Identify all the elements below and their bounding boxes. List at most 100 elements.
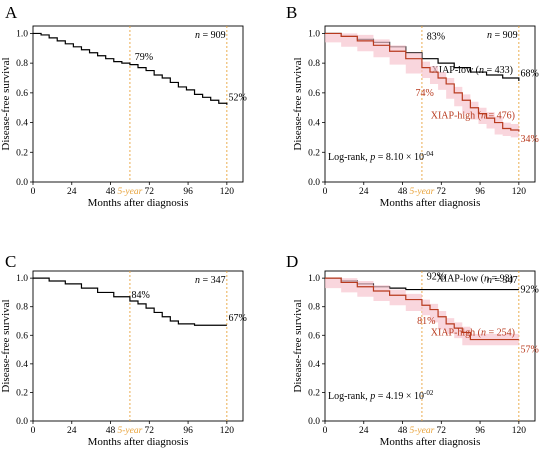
- panel-b: B 0.0 0.2 0.4 0.6 0.8 1.0 0 24 48 72 96 120 Months af…: [286, 3, 539, 209]
- y-tick-label: 0.6: [308, 331, 320, 341]
- panel-letter: B: [286, 3, 297, 22]
- reference-line-label: 5-year: [118, 426, 143, 436]
- plot-frame: [32, 25, 244, 183]
- logrank-label: Log-rank, p = 4.19 × 10-02: [328, 389, 434, 402]
- panel-a: A 0.0 0.2 0.4 0.6 0.8 1.0 0 24 48 72 96 120 Months af…: [0, 3, 247, 209]
- x-tick-label: 96: [183, 187, 193, 197]
- x-tick-label: 72: [145, 187, 155, 197]
- x-tick-label: 0: [323, 426, 328, 436]
- y-tick-label: 0.2: [308, 388, 320, 398]
- y-tick-label: 0.8: [308, 59, 320, 69]
- series-line-high: [325, 32, 520, 132]
- x-tick-label: 96: [183, 426, 193, 436]
- panel-letter: A: [5, 3, 18, 22]
- percent-label: 74%: [415, 88, 433, 99]
- series-label: XIAP-low (n = 433): [432, 65, 513, 76]
- y-tick-label: 1.0: [16, 274, 28, 284]
- plot-frame: [324, 25, 536, 183]
- panel-c: C 0.0 0.2 0.4 0.6 0.8 1.0 0 24 48 72 96 120 Months af…: [0, 252, 247, 448]
- series-line-high: [325, 277, 519, 341]
- y-axis-title: Disease-free survival: [0, 299, 12, 392]
- x-tick-label: 24: [359, 426, 369, 436]
- logrank-label: Log-rank, p = 8.10 × 10-04: [328, 150, 434, 163]
- y-tick-label: 0.4: [308, 360, 320, 370]
- reference-line-label: 5-year: [118, 187, 143, 197]
- y-tick-label: 1.0: [308, 274, 320, 284]
- y-tick-label: 0.0: [16, 417, 28, 427]
- percent-label: 68%: [520, 69, 538, 80]
- x-tick-label: 48: [106, 426, 116, 436]
- y-tick-label: 1.0: [16, 29, 28, 39]
- x-tick-label: 24: [67, 426, 77, 436]
- y-axis-title: Disease-free survival: [292, 57, 304, 150]
- percent-label: 84%: [132, 290, 150, 301]
- reference-line-label: 5-year: [410, 426, 435, 436]
- y-tick-label: 0.8: [16, 59, 28, 69]
- x-tick-label: 0: [323, 187, 328, 197]
- x-axis-title: Months after diagnosis: [380, 436, 481, 448]
- y-axis-title: Disease-free survival: [0, 57, 12, 150]
- percent-label: 79%: [135, 52, 153, 63]
- y-tick-label: 0.8: [16, 303, 28, 313]
- y-tick-label: 0.6: [308, 89, 320, 99]
- x-tick-label: 120: [512, 426, 527, 436]
- y-tick-label: 0.4: [308, 119, 320, 129]
- y-tick-label: 0.6: [16, 331, 28, 341]
- x-tick-label: 120: [220, 426, 235, 436]
- n-label: n = 909: [195, 30, 226, 41]
- y-tick-label: 1.0: [308, 29, 320, 39]
- y-tick-label: 0.2: [16, 148, 28, 158]
- n-label: n = 347: [195, 275, 226, 286]
- series-label: XIAP-low (n = 93): [437, 274, 513, 285]
- panel-letter: C: [5, 252, 16, 271]
- ci-band: [325, 278, 519, 346]
- x-tick-label: 48: [398, 426, 408, 436]
- x-tick-label: 0: [31, 426, 36, 436]
- x-tick-label: 24: [67, 187, 77, 197]
- x-axis-title: Months after diagnosis: [380, 197, 481, 209]
- series-label: XIAP-high (n = 476): [431, 111, 515, 122]
- y-tick-label: 0.0: [16, 178, 28, 188]
- percent-label: 57%: [520, 344, 538, 355]
- x-tick-label: 96: [475, 426, 485, 436]
- percent-label: 52%: [228, 92, 246, 103]
- percent-label: 92%: [520, 284, 538, 295]
- x-tick-label: 96: [475, 187, 485, 197]
- y-tick-label: 0.2: [308, 148, 320, 158]
- x-tick-label: 72: [437, 426, 447, 436]
- x-tick-label: 24: [359, 187, 369, 197]
- series-line-low: [33, 277, 227, 326]
- percent-label: 92%: [427, 272, 445, 283]
- plot-frame: [324, 270, 536, 422]
- y-tick-label: 0.0: [308, 417, 320, 427]
- y-tick-label: 0.4: [16, 360, 28, 370]
- y-tick-label: 0.0: [308, 178, 320, 188]
- series-label: XIAP-high (n = 254): [431, 328, 515, 339]
- x-tick-label: 120: [220, 187, 235, 197]
- percent-label: 83%: [427, 31, 445, 42]
- y-tick-label: 0.6: [16, 89, 28, 99]
- x-tick-label: 72: [145, 426, 155, 436]
- x-tick-label: 0: [31, 187, 36, 197]
- plot-frame: [32, 270, 244, 422]
- n-label: n = 347: [487, 275, 518, 286]
- x-tick-label: 120: [512, 187, 527, 197]
- x-axis-title: Months after diagnosis: [88, 436, 189, 448]
- reference-line-label: 5-year: [410, 187, 435, 197]
- y-tick-label: 0.2: [16, 388, 28, 398]
- x-axis-title: Months after diagnosis: [88, 197, 189, 209]
- panel-letter: D: [286, 252, 298, 271]
- x-tick-label: 72: [437, 187, 447, 197]
- series-line-low: [33, 32, 228, 105]
- x-tick-label: 48: [106, 187, 116, 197]
- percent-label: 81%: [417, 316, 435, 327]
- panel-d: D 0.0 0.2 0.4 0.6 0.8 1.0 0 24 48 72 96 120 Months af…: [286, 252, 539, 448]
- y-tick-label: 0.4: [16, 119, 28, 129]
- x-tick-label: 48: [398, 187, 408, 197]
- percent-label: 34%: [520, 134, 538, 145]
- percent-label: 67%: [228, 313, 246, 324]
- y-tick-label: 0.8: [308, 303, 320, 313]
- ci-band: [325, 33, 519, 138]
- y-axis-title: Disease-free survival: [292, 299, 304, 392]
